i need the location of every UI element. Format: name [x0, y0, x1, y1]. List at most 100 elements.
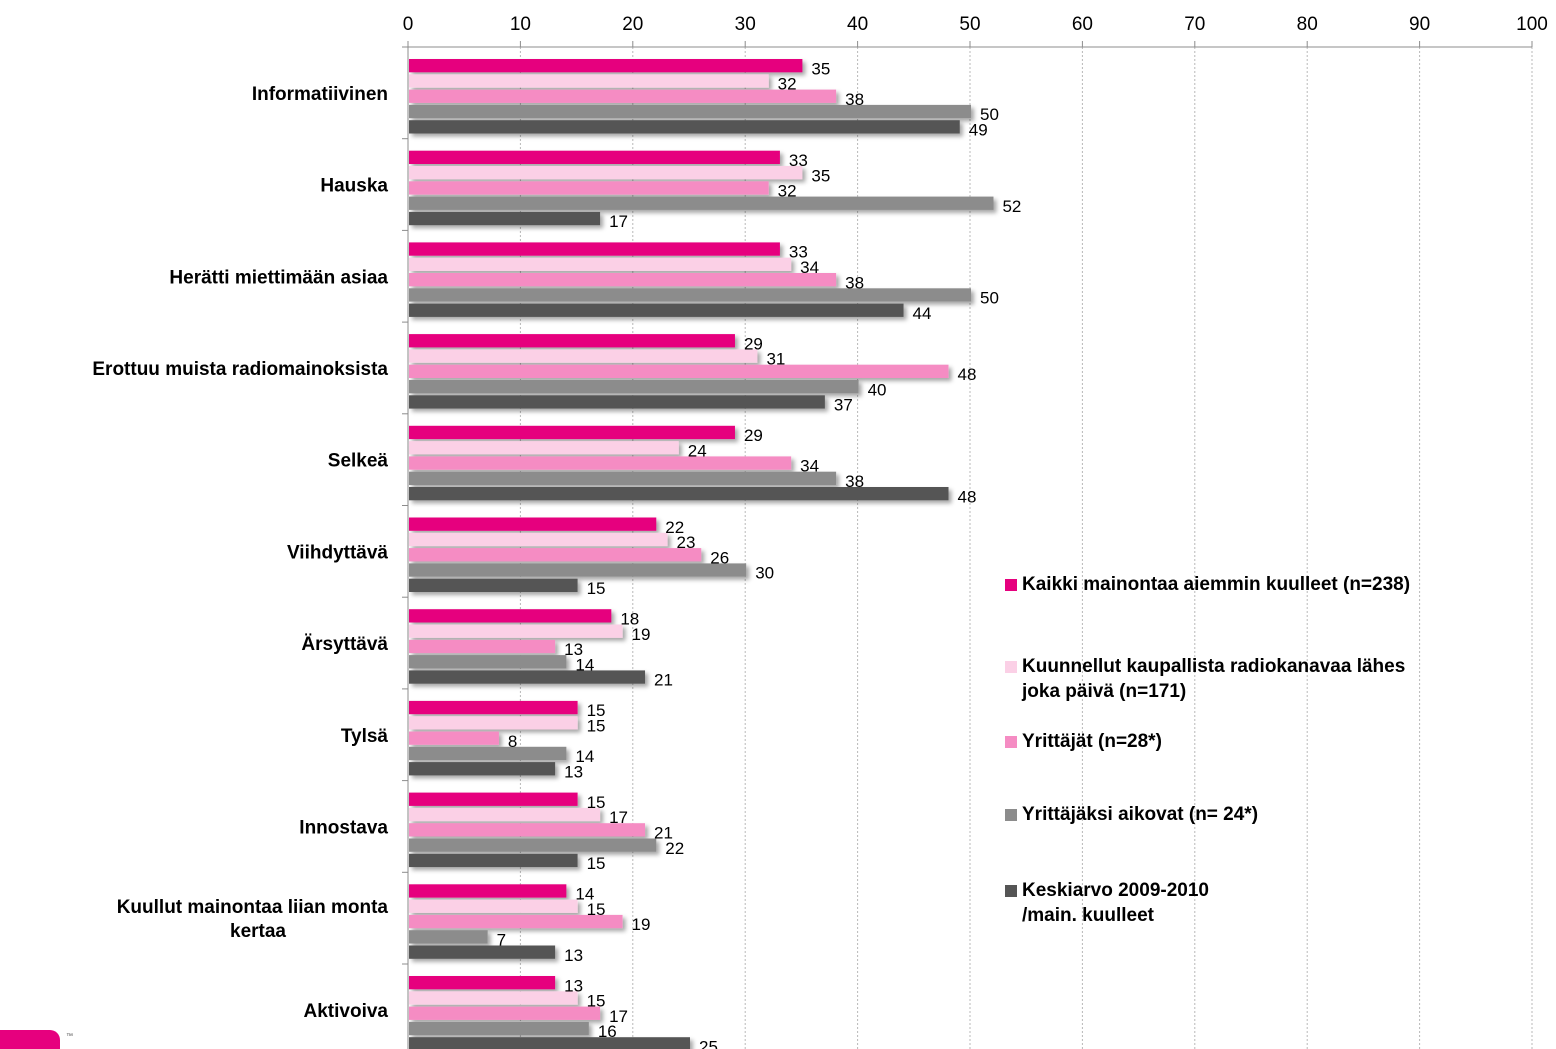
legend-label: Yrittäjät (n=28*) — [1022, 731, 1162, 752]
bar — [409, 548, 702, 562]
bar — [409, 257, 792, 271]
category-label: Tylsä — [341, 726, 389, 747]
x-tick-label: 10 — [510, 14, 531, 35]
data-label: 25 — [699, 1038, 718, 1049]
bar — [409, 273, 837, 287]
bar — [409, 517, 657, 531]
bar — [409, 441, 679, 455]
bar — [409, 823, 646, 837]
data-label: 17 — [609, 808, 628, 827]
bar — [409, 1006, 601, 1020]
category-label-line: Informatiivinen — [252, 84, 388, 105]
data-label: 44 — [913, 304, 932, 323]
bar — [409, 196, 994, 210]
data-label: 22 — [665, 839, 684, 858]
gridlines — [519, 47, 1533, 1049]
data-label: 40 — [868, 380, 887, 399]
x-tick-label: 20 — [622, 14, 643, 35]
bar — [409, 1037, 690, 1049]
data-label: 13 — [564, 976, 583, 995]
x-tick-label: 90 — [1409, 14, 1430, 35]
bar — [409, 242, 780, 256]
data-label: 31 — [766, 350, 785, 369]
x-tick-label: 60 — [1072, 14, 1093, 35]
bar — [409, 700, 578, 715]
legend-label: Kaikki mainontaa aiemmin kuulleet (n=238… — [1022, 574, 1411, 595]
bar — [409, 532, 668, 547]
data-label: 17 — [609, 212, 628, 231]
category-label: Erottuu muista radiomainoksista — [92, 359, 388, 380]
data-label: 50 — [980, 105, 999, 124]
legend-item: Kaikki mainontaa aiemmin kuulleet (n=238… — [1005, 572, 1525, 597]
data-label: 15 — [587, 579, 606, 598]
category-label-line: Tylsä — [341, 726, 389, 747]
bar — [409, 731, 499, 745]
legend-item: Keskiarvo 2009-2010 /main. kuulleet — [1005, 878, 1525, 928]
category-label-line: Erottuu muista radiomainoksista — [92, 359, 388, 380]
bar — [409, 150, 780, 164]
data-label: 21 — [654, 671, 673, 690]
bar — [409, 930, 488, 944]
category-label-line: Kuullut mainontaa liian monta — [117, 897, 389, 918]
category-label: Informatiivinen — [252, 84, 388, 105]
data-label: 35 — [811, 59, 830, 78]
bar — [409, 563, 747, 577]
category-label-line: Innostava — [299, 817, 388, 838]
legend-swatch — [1005, 809, 1017, 821]
bar — [409, 380, 859, 394]
bar — [409, 807, 601, 822]
bar — [409, 838, 657, 852]
data-label: 7 — [497, 931, 506, 950]
data-label: 21 — [654, 824, 673, 843]
legend-item: Kuunnellut kaupallista radiokanavaa lähe… — [1005, 654, 1525, 704]
data-label: 50 — [980, 289, 999, 308]
bar — [409, 746, 567, 761]
bar — [409, 884, 567, 898]
bar — [409, 166, 803, 180]
bar — [409, 349, 758, 363]
category-label: Innostava — [299, 817, 388, 838]
bar — [409, 762, 556, 776]
data-label: 13 — [564, 946, 583, 965]
legend-label: Keskiarvo 2009-2010 /main. kuulleet — [1022, 880, 1209, 926]
data-label: 14 — [575, 655, 594, 674]
data-label: 13 — [564, 762, 583, 781]
data-labels: 3533332929221815151413323534312423191517… — [497, 59, 1022, 1049]
bar — [409, 120, 960, 134]
data-label: 22 — [665, 518, 684, 537]
data-label: 49 — [969, 121, 988, 140]
data-label: 8 — [508, 732, 517, 751]
trademark-mark: ™ — [66, 1033, 73, 1040]
bar — [409, 89, 837, 103]
category-label: Ärsyttävä — [301, 634, 388, 655]
bar — [409, 334, 735, 348]
category-label-line: Aktivoiva — [304, 1001, 389, 1022]
data-label: 32 — [778, 182, 797, 201]
data-label: 32 — [778, 75, 797, 94]
category-label: Viihdyttävä — [287, 542, 388, 563]
legend-swatch — [1005, 579, 1017, 591]
legend-item: Yrittäjät (n=28*) — [1005, 729, 1525, 754]
bar — [409, 211, 601, 226]
data-label: 16 — [598, 1022, 617, 1041]
bar — [409, 471, 837, 485]
data-label: 15 — [587, 717, 606, 736]
data-label: 15 — [587, 854, 606, 873]
bars — [409, 59, 994, 1049]
data-label: 34 — [800, 457, 819, 476]
category-label-line: Selkeä — [328, 451, 389, 472]
data-label: 13 — [564, 640, 583, 659]
x-tick-label: 30 — [735, 14, 756, 35]
data-label: 33 — [789, 243, 808, 262]
bar — [409, 456, 792, 470]
bar — [409, 976, 556, 990]
bar — [409, 425, 735, 440]
data-label: 48 — [958, 487, 977, 506]
bar — [409, 716, 578, 730]
data-label: 15 — [587, 900, 606, 919]
legend-swatch — [1005, 885, 1017, 897]
data-label: 37 — [834, 396, 853, 415]
category-label: Selkeä — [328, 451, 389, 472]
data-label: 14 — [575, 747, 594, 766]
